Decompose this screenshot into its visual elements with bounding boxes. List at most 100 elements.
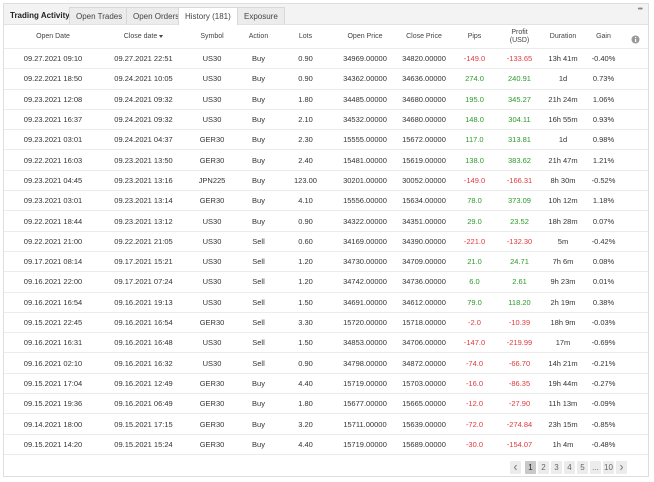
page-button[interactable]: 2 xyxy=(538,461,549,474)
table-cell: 21h 47m xyxy=(548,155,578,165)
header-text: Action xyxy=(248,32,269,40)
column-header[interactable]: Gain xyxy=(585,25,622,48)
info-icon[interactable] xyxy=(631,35,640,44)
table-cell: GER30 xyxy=(199,399,225,409)
trade-row: 09.15.2021 17:04 09.16.2021 12:49 GER30 Buy… xyxy=(4,374,648,395)
table-cell: 09.16.2021 12:49 xyxy=(114,378,173,388)
trade-row: 09.23.2021 16:37 09.24.2021 09:32 US30 Buy 2… xyxy=(4,110,648,131)
column-header[interactable]: Pips xyxy=(451,25,498,48)
table-cell: 34730.00000 xyxy=(343,257,387,267)
column-header[interactable]: Open Date xyxy=(4,25,102,48)
table-cell: 5m xyxy=(557,236,569,246)
trade-row: 09.23.2021 03:01 09.23.2021 13:14 GER30 Buy… xyxy=(4,191,648,212)
table-cell: -154.07 xyxy=(506,439,533,449)
table-cell: 34742.00000 xyxy=(343,277,387,287)
menu-button[interactable]: ••• xyxy=(637,6,643,13)
page-button[interactable]: 1 xyxy=(525,461,536,474)
table-cell: 09.17.2021 07:24 xyxy=(114,277,173,287)
table-cell: 09.24.2021 04:37 xyxy=(114,135,173,145)
table-cell: -10.39 xyxy=(508,318,531,328)
page-button[interactable]: 4 xyxy=(564,461,575,474)
table-cell: 09.23.2021 16:37 xyxy=(23,115,83,125)
trade-row: 09.23.2021 12:08 09.24.2021 09:32 US30 Buy 1… xyxy=(4,90,648,110)
table-cell: Sell xyxy=(252,338,265,348)
table-cell: 29.0 xyxy=(467,216,482,226)
tab[interactable]: Open Trades xyxy=(69,7,130,24)
table-cell: Sell xyxy=(252,236,265,246)
tab[interactable]: Exposure xyxy=(237,7,285,24)
table-cell: 09.15.2021 14:20 xyxy=(23,439,83,449)
header-row: Open Date Close date Symbol Action Lots Open … xyxy=(4,25,648,49)
trade-row: 09.15.2021 14:20 09.15.2021 15:24 GER30 Buy… xyxy=(4,435,648,455)
table-cell: Sell xyxy=(252,358,265,368)
table-cell: 0.90 xyxy=(298,54,313,64)
table-cell: US30 xyxy=(202,54,222,64)
trade-row: 09.16.2021 16:54 09.16.2021 19:13 US30 Sell… xyxy=(4,293,648,313)
column-header[interactable]: Duration xyxy=(541,25,585,48)
table-cell: Sell xyxy=(252,318,265,328)
table-cell: 274.0 xyxy=(465,74,484,84)
page-button[interactable]: 10 xyxy=(603,461,614,474)
table-cell: US30 xyxy=(202,236,222,246)
table-cell: Buy xyxy=(252,175,265,185)
table-cell: 34169.00000 xyxy=(343,236,387,246)
table-cell: 09.16.2021 16:31 xyxy=(23,338,83,348)
table-cell: 09.17.2021 15:21 xyxy=(114,257,173,267)
table-cell: 21.0 xyxy=(467,257,482,267)
table-cell: 34706.00000 xyxy=(402,338,446,348)
table-cell: Buy xyxy=(252,399,265,409)
table-cell: 34736.00000 xyxy=(402,277,446,287)
prev-page[interactable] xyxy=(510,461,521,474)
table-cell: Sell xyxy=(252,257,265,267)
table-cell: -66.70 xyxy=(508,358,531,368)
table-cell: Buy xyxy=(252,94,265,104)
table-cell: 09.27.2021 22:51 xyxy=(114,54,173,64)
page-button[interactable]: ... xyxy=(590,461,601,474)
table-cell: GER30 xyxy=(199,378,225,388)
table-cell: -16.0 xyxy=(465,378,484,388)
header-text: Open Price xyxy=(347,32,383,40)
table-cell: US30 xyxy=(202,277,222,287)
table-cell: 09.15.2021 19:36 xyxy=(23,399,83,409)
column-header[interactable]: Close date xyxy=(102,25,185,48)
table-cell: US30 xyxy=(202,94,222,104)
trade-row: 09.23.2021 03:01 09.24.2021 04:37 GER30 Buy… xyxy=(4,130,648,151)
page-button[interactable]: 3 xyxy=(551,461,562,474)
table-cell: 34612.00000 xyxy=(402,297,446,307)
table-cell: 34872.00000 xyxy=(402,358,446,368)
column-header[interactable]: Close Price xyxy=(397,25,451,48)
table-cell: 23h 15m xyxy=(548,419,578,429)
table-cell: 15634.00000 xyxy=(402,196,446,206)
table-cell: -30.0 xyxy=(465,439,484,449)
trade-row: 09.22.2021 18:44 09.23.2021 13:12 US30 Buy 0… xyxy=(4,211,648,232)
table-cell: 0.01% xyxy=(592,277,615,287)
column-header[interactable]: Action xyxy=(239,25,278,48)
table-cell: -0.27% xyxy=(591,378,616,388)
column-header[interactable]: Open Price xyxy=(333,25,397,48)
table-cell: 4.40 xyxy=(298,439,313,449)
table-cell: 0.93% xyxy=(592,115,615,125)
panel-title[interactable]: Trading Activity xyxy=(10,11,70,20)
column-header[interactable]: Lots xyxy=(278,25,333,48)
column-header[interactable]: Symbol xyxy=(185,25,239,48)
table-cell: US30 xyxy=(202,297,222,307)
table-cell: GER30 xyxy=(199,419,225,429)
tab[interactable]: History (181) xyxy=(178,7,238,25)
table-cell: 09.23.2021 13:50 xyxy=(114,155,173,165)
table-cell: 34390.00000 xyxy=(402,236,446,246)
table-cell: 2.61 xyxy=(512,277,527,287)
column-header[interactable]: Profit (USD) xyxy=(498,25,541,48)
table-cell: 0.90 xyxy=(298,358,313,368)
table-cell: 304.11 xyxy=(508,115,531,125)
table-cell: 1.80 xyxy=(298,94,313,104)
table-cell: 34853.00000 xyxy=(343,338,387,348)
trade-row: 09.15.2021 19:36 09.16.2021 06:49 GER30 Buy… xyxy=(4,394,648,415)
table-cell: 383.62 xyxy=(508,155,531,165)
next-page[interactable] xyxy=(616,461,627,474)
page-button[interactable]: 5 xyxy=(577,461,588,474)
table-cell: 16h 55m xyxy=(548,115,578,125)
table-cell: 15639.00000 xyxy=(402,419,446,429)
table-cell: 15665.00000 xyxy=(402,399,446,409)
table-cell: 13h 41m xyxy=(548,54,578,64)
table-cell: 0.98% xyxy=(592,135,615,145)
